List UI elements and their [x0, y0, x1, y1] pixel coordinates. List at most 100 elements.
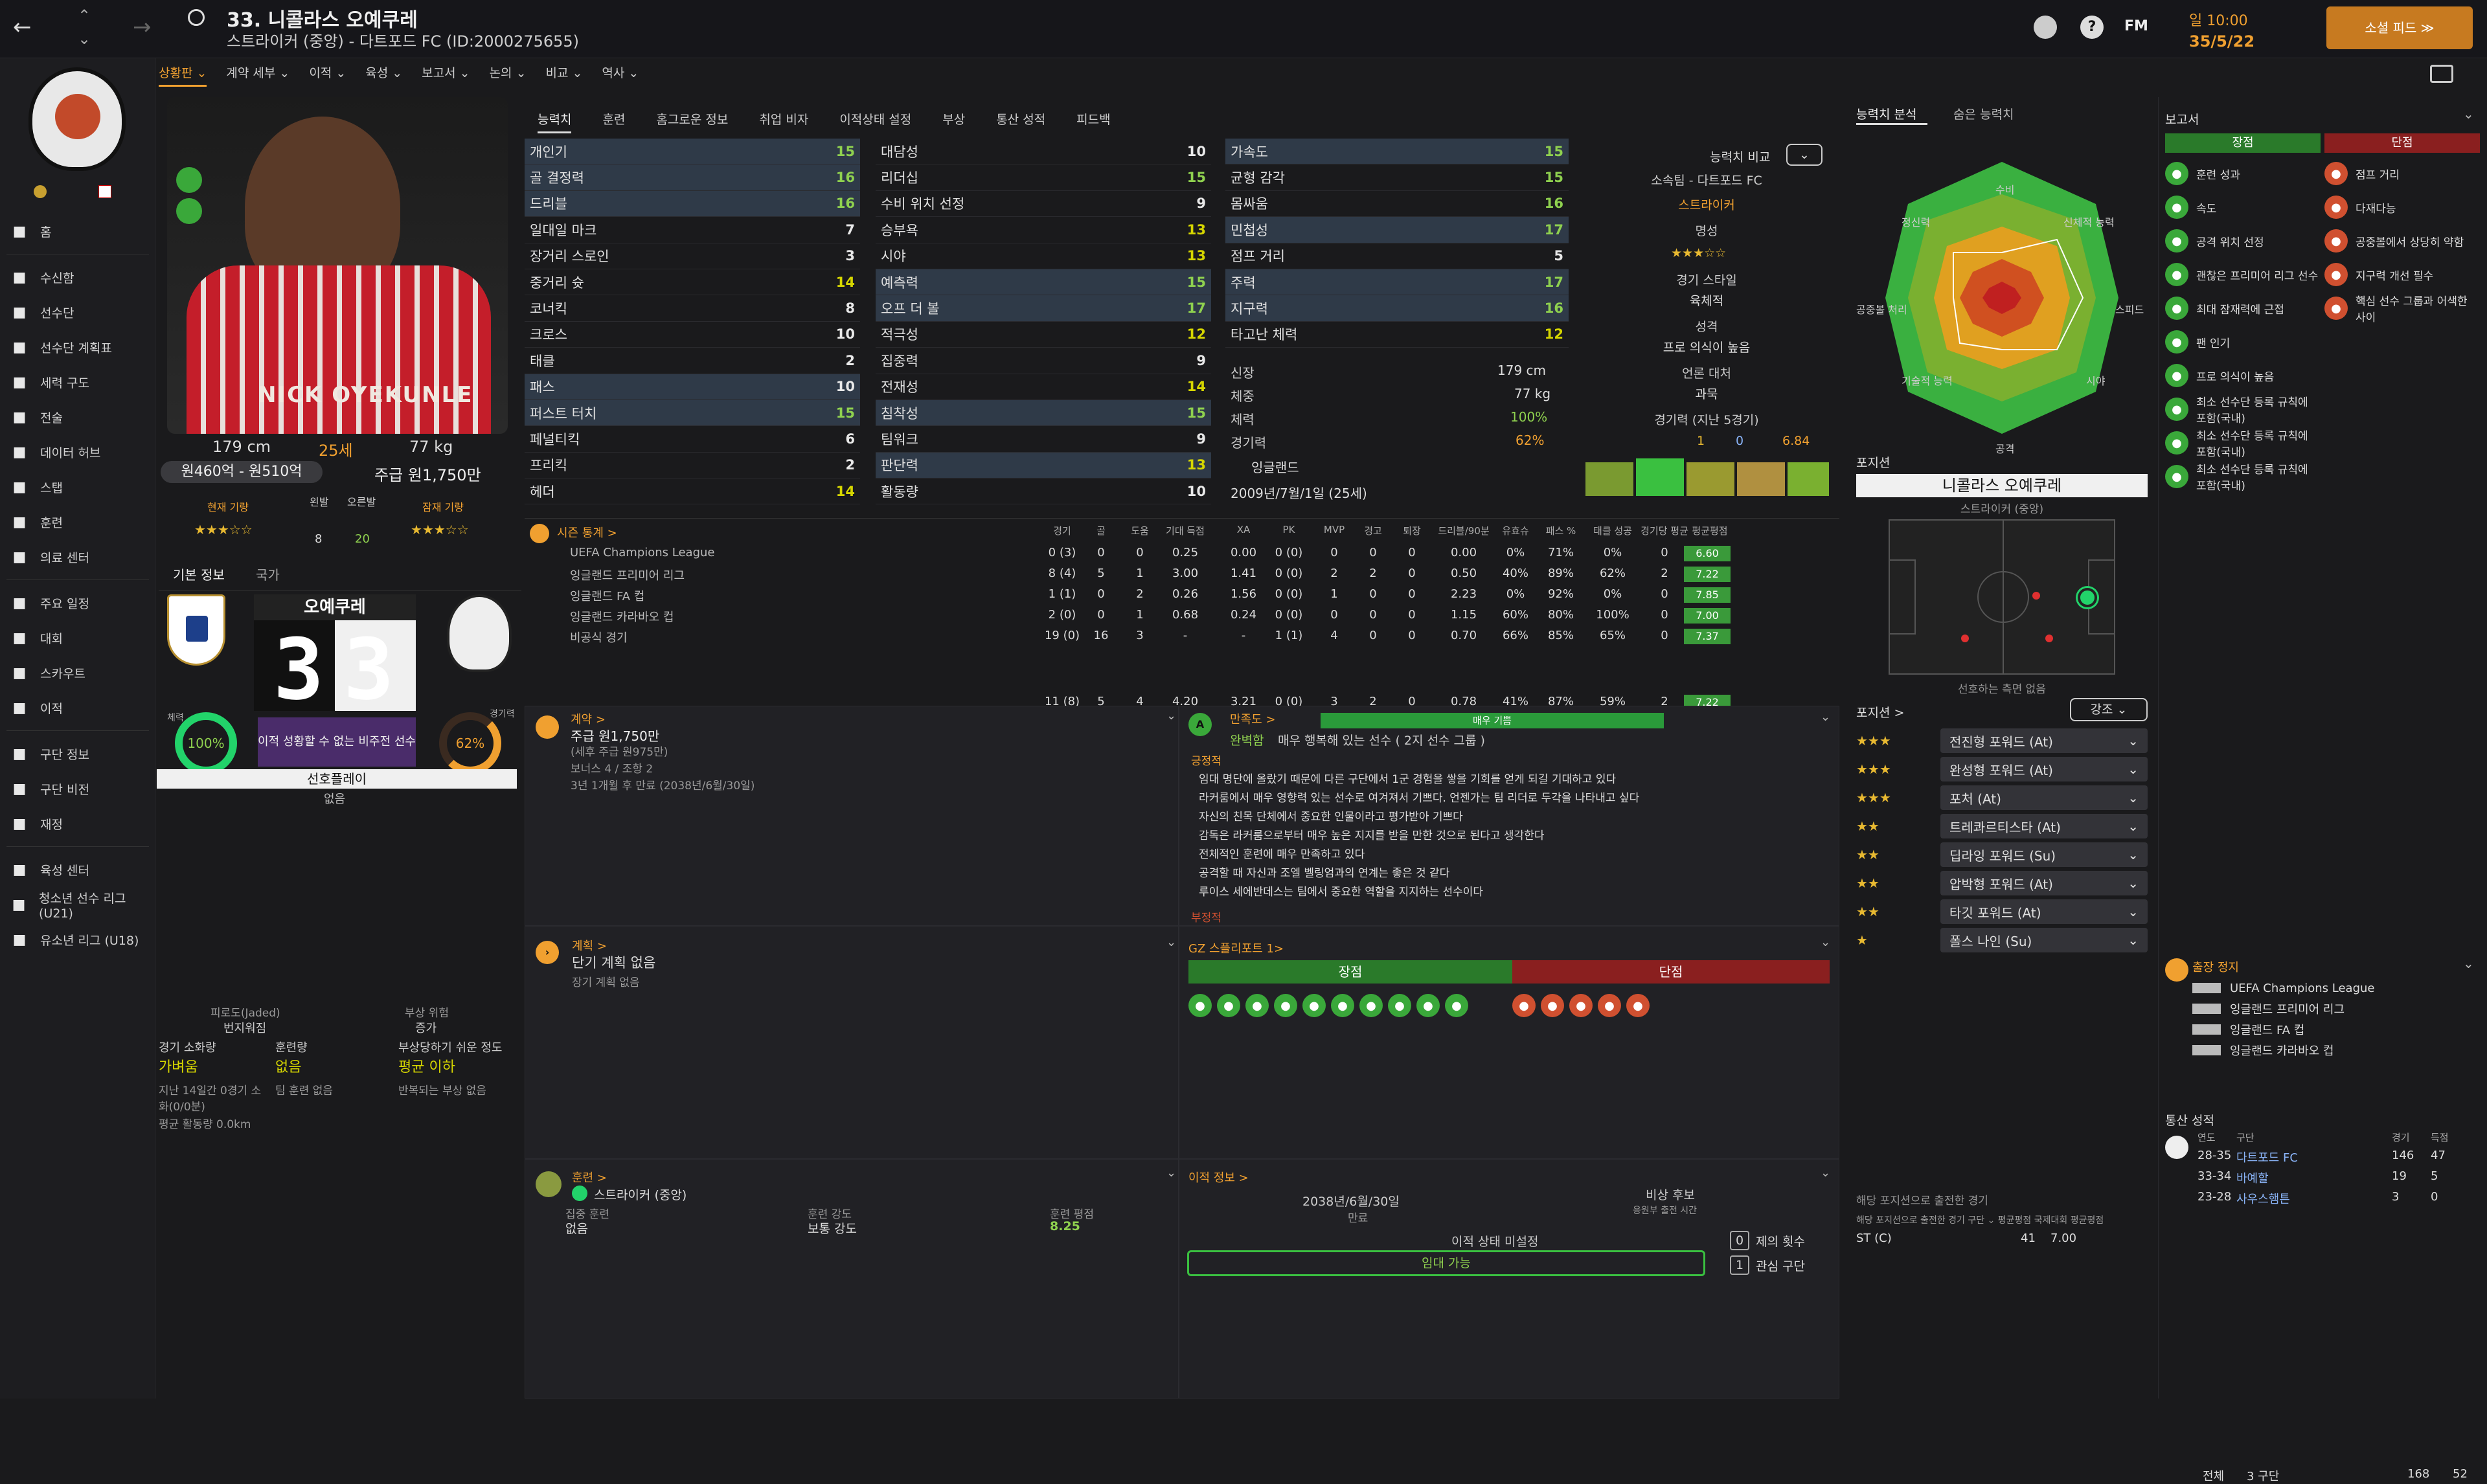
role-dropdown[interactable]: 타깃 포워드 (At) ⌄ — [1940, 899, 2148, 924]
stats-title[interactable]: 시즌 통계 > — [557, 526, 617, 540]
role-dropdown[interactable]: 트레콰르티스타 (At) ⌄ — [1940, 814, 2148, 838]
down-icon[interactable]: ⌄ — [78, 30, 91, 48]
role-dropdown[interactable]: 포처 (At) ⌄ — [1940, 785, 2148, 810]
stats-column-header[interactable]: PK — [1282, 524, 1295, 535]
nav-item[interactable]: ■ 훈련 — [0, 504, 155, 539]
attribute-row[interactable]: 활동량 10 — [876, 478, 1211, 505]
preferred-play-bar[interactable]: 선호플레이 — [157, 769, 517, 789]
suspension-title[interactable]: 출장 정지 — [2192, 961, 2239, 974]
stats-column-header[interactable]: 퇴장 — [1403, 525, 1421, 537]
attribute-row[interactable]: 타고난 체력 12 — [1225, 322, 1569, 348]
back-icon[interactable]: ← — [13, 14, 32, 40]
nav-item[interactable]: ■ 의료 센터 — [0, 539, 155, 574]
stats-column-header[interactable]: 도움 — [1131, 525, 1149, 537]
role-dropdown[interactable]: 완성형 포워드 (At) ⌄ — [1940, 757, 2148, 781]
stats-column-header[interactable]: 골 — [1096, 525, 1106, 537]
plans-collapse-icon[interactable]: ⌄ — [1166, 936, 1177, 949]
weakness-icon[interactable]: ● — [1569, 994, 1593, 1017]
stats-row[interactable]: 잉글랜드 프리미어 리그 8 (4) 5 1 3.00 1.41 0 (0) 2 2 0 0.50 4… — [525, 564, 1839, 585]
compare-dropdown[interactable]: ⌄ — [1786, 144, 1823, 166]
status-badge-1[interactable] — [176, 167, 202, 193]
stats-column-header[interactable]: 태클 성공 — [1593, 525, 1632, 537]
role-row[interactable]: ★★★ 완성형 포워드 (At) ⌄ — [1856, 755, 2148, 783]
help-icon[interactable]: ? — [2080, 16, 2104, 39]
attribute-row[interactable]: 일대일 마크 7 — [525, 217, 860, 243]
stats-column-header[interactable]: MVP — [1323, 524, 1345, 535]
attribute-row[interactable]: 점프 거리 5 — [1225, 243, 1569, 269]
stats-column-header[interactable]: 경기 — [1053, 525, 1071, 537]
role-row[interactable]: ★★★ 포처 (At) ⌄ — [1856, 783, 2148, 812]
transfer-collapse-icon[interactable]: ⌄ — [1821, 1166, 1831, 1180]
stats-column-header[interactable]: 드리블/90분 — [1438, 525, 1490, 537]
contract-collapse-icon[interactable]: ⌄ — [1166, 709, 1177, 723]
attribute-row[interactable]: 수비 위치 선정 9 — [876, 191, 1211, 218]
nav-item[interactable]: ■ 구단 비전 — [0, 771, 155, 806]
attribute-row[interactable]: 집중력 9 — [876, 348, 1211, 374]
attribute-row[interactable]: 중거리 슛 14 — [525, 269, 860, 296]
attribute-row[interactable]: 적극성 12 — [876, 322, 1211, 348]
report-item[interactable]: ● 프로 의식이 높음 — [2165, 359, 2321, 392]
attribute-row[interactable]: 민첩성 17 — [1225, 217, 1569, 243]
attribute-row[interactable]: 지구력 16 — [1225, 295, 1569, 322]
weakness-icon[interactable]: ● — [1626, 994, 1650, 1017]
attribute-row[interactable]: 페널티킥 6 — [525, 426, 860, 453]
tab-hidden-attributes[interactable]: 숨은 능력치 — [1953, 107, 2014, 122]
attribute-row[interactable]: 코너킥 8 — [525, 295, 860, 322]
role-row[interactable]: ★★★ 전진형 포워드 (At) ⌄ — [1856, 726, 2148, 755]
fm-menu[interactable]: FM — [2124, 18, 2148, 34]
career-row[interactable]: 28-35 다트포드 FC 146 47 — [2197, 1146, 2482, 1167]
role-row[interactable]: ★★ 압박형 포워드 (At) ⌄ — [1856, 869, 2148, 897]
tab-item[interactable]: 피드백 — [1076, 113, 1111, 127]
plans-title[interactable]: 계획 > — [572, 939, 607, 953]
roles-title[interactable]: 포지션 > — [1856, 706, 1905, 720]
avatar-icon[interactable] — [2034, 16, 2057, 39]
stats-column-header[interactable]: XA — [1236, 524, 1251, 535]
club-crest[interactable] — [28, 67, 126, 171]
subnav-item[interactable]: 이적 ⌄ — [309, 66, 346, 80]
emphasize-dropdown[interactable]: 강조 ⌄ — [2070, 698, 2148, 721]
role-dropdown[interactable]: 폴스 나인 (Su) ⌄ — [1940, 928, 2148, 952]
report-item[interactable]: ● 공격 위치 선정 — [2165, 224, 2321, 258]
nav-item[interactable]: ■ 세력 구도 — [0, 365, 155, 399]
weakness-icon[interactable]: ● — [1512, 994, 1536, 1017]
attribute-row[interactable]: 드리블 16 — [525, 190, 860, 218]
attribute-row[interactable]: 균형 감각 15 — [1225, 164, 1569, 191]
nav-item[interactable]: ■ 재정 — [0, 806, 155, 841]
stats-column-header[interactable]: 패스 % — [1545, 525, 1576, 537]
attribute-row[interactable]: 예측력 15 — [876, 269, 1211, 296]
report-item[interactable]: ● 다재다능 — [2324, 190, 2480, 224]
stats-row[interactable]: UEFA Champions League 0 (3) 0 0 0.25 0.00 0 (0… — [525, 543, 1839, 564]
nation-name[interactable]: 잉글랜드 — [1251, 460, 1299, 475]
report-item[interactable]: ● 지구력 개선 필수 — [2324, 258, 2480, 291]
subnav-item[interactable]: 보고서 ⌄ — [422, 66, 470, 80]
attribute-row[interactable]: 개인기 15 — [525, 139, 860, 165]
strength-icon[interactable]: ● — [1274, 994, 1297, 1017]
training-title[interactable]: 훈련 > — [572, 1171, 607, 1185]
attribute-row[interactable]: 팀워크 9 — [876, 426, 1211, 453]
attribute-row[interactable]: 시야 13 — [876, 243, 1211, 269]
role-row[interactable]: ★ 폴스 나인 (Su) ⌄ — [1856, 926, 2148, 954]
subnav-item[interactable]: 논의 ⌄ — [489, 66, 527, 80]
strength-icon[interactable]: ● — [1302, 994, 1326, 1017]
up-icon[interactable]: ⌃ — [78, 6, 91, 25]
tab-attribute-analysis[interactable]: 능력치 분석 — [1856, 107, 1917, 122]
report-item[interactable]: ● 팬 인기 — [2165, 325, 2321, 359]
role-row[interactable]: ★★ 트레콰르티스타 (At) ⌄ — [1856, 812, 2148, 840]
stats-row[interactable]: 비공식 경기 19 (0) 16 3 - - 1 (1) 4 0 0 0.70 66% 85% 65% 0 7… — [525, 626, 1839, 647]
nav-item[interactable]: ■ 선수단 — [0, 295, 155, 330]
subnav-item[interactable]: 육성 ⌄ — [365, 66, 403, 80]
nav-item[interactable]: ■ 스카우트 — [0, 655, 155, 690]
scout-title[interactable]: GZ 스플리포트 1> — [1188, 942, 1284, 956]
status-badge-2[interactable] — [176, 198, 202, 224]
report-item[interactable]: ● 점프 거리 — [2324, 157, 2480, 190]
stats-row[interactable]: 잉글랜드 FA 컵 1 (1) 0 2 0.26 1.56 0 (0) 1 0 0 2.23 0% 92… — [525, 585, 1839, 605]
tab-nation[interactable]: 국가 — [256, 567, 280, 583]
attribute-row[interactable]: 골 결정력 16 — [525, 164, 860, 191]
report-item[interactable]: ● 최대 잠재력에 근접 — [2165, 291, 2321, 325]
tab-item[interactable]: 부상 — [942, 113, 966, 127]
role-row[interactable]: ★★ 타깃 포워드 (At) ⌄ — [1856, 897, 2148, 926]
nav-item[interactable]: ■ 대회 — [0, 620, 155, 655]
stats-column-header[interactable]: 경고 — [1364, 525, 1382, 537]
nav-item[interactable]: ■ 데이터 허브 — [0, 434, 155, 469]
strength-icon[interactable]: ● — [1359, 994, 1383, 1017]
